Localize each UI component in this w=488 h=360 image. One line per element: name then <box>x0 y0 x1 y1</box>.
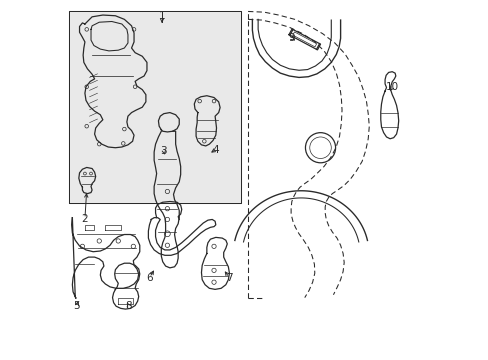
Text: 1: 1 <box>159 11 165 21</box>
Text: 4: 4 <box>212 144 219 154</box>
Text: 2: 2 <box>81 214 88 224</box>
Text: 3: 3 <box>160 145 167 156</box>
Text: 9: 9 <box>288 33 295 43</box>
Text: 10: 10 <box>385 82 398 93</box>
Text: 6: 6 <box>146 273 152 283</box>
Text: 5: 5 <box>73 301 80 311</box>
Text: 7: 7 <box>225 273 232 283</box>
Text: 8: 8 <box>125 301 132 311</box>
Polygon shape <box>69 12 241 203</box>
